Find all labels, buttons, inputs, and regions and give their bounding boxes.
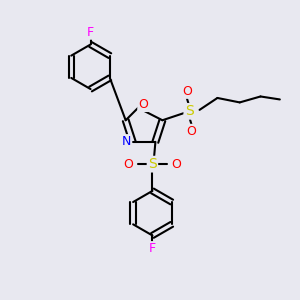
Text: O: O xyxy=(124,158,134,171)
Text: O: O xyxy=(171,158,181,171)
Text: O: O xyxy=(182,85,192,98)
Text: F: F xyxy=(149,242,156,255)
Text: N: N xyxy=(122,135,131,148)
Text: S: S xyxy=(148,157,157,171)
Text: F: F xyxy=(87,26,94,38)
Text: S: S xyxy=(185,104,194,118)
Text: O: O xyxy=(139,98,148,111)
Text: O: O xyxy=(187,125,196,138)
